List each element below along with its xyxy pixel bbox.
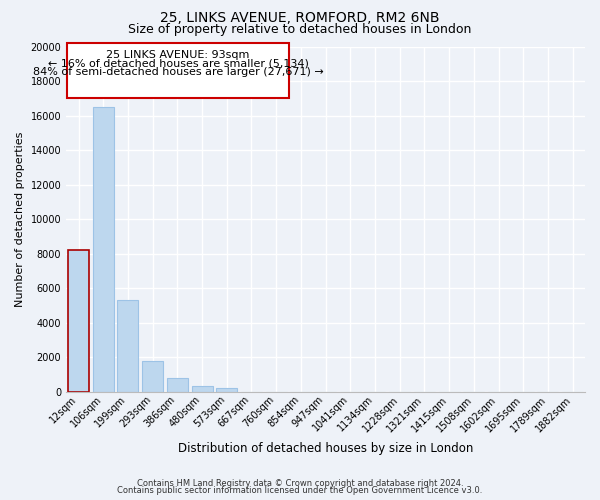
Bar: [118, 300, 139, 392]
Text: Contains HM Land Registry data © Crown copyright and database right 2024.: Contains HM Land Registry data © Crown c…: [137, 478, 463, 488]
Bar: [142, 362, 163, 392]
Bar: [167, 378, 188, 392]
Bar: [216, 388, 237, 392]
Bar: [68, 250, 89, 392]
Bar: [93, 107, 114, 392]
Text: Contains public sector information licensed under the Open Government Licence v3: Contains public sector information licen…: [118, 486, 482, 495]
Text: 25, LINKS AVENUE, ROMFORD, RM2 6NB: 25, LINKS AVENUE, ROMFORD, RM2 6NB: [160, 11, 440, 25]
Text: 84% of semi-detached houses are larger (27,671) →: 84% of semi-detached houses are larger (…: [32, 67, 323, 77]
Bar: [67, 43, 289, 98]
Text: Size of property relative to detached houses in London: Size of property relative to detached ho…: [128, 22, 472, 36]
Text: ← 16% of detached houses are smaller (5,134): ← 16% of detached houses are smaller (5,…: [47, 58, 308, 68]
Text: 25 LINKS AVENUE: 93sqm: 25 LINKS AVENUE: 93sqm: [106, 50, 250, 60]
Y-axis label: Number of detached properties: Number of detached properties: [15, 132, 25, 307]
X-axis label: Distribution of detached houses by size in London: Distribution of detached houses by size …: [178, 442, 473, 455]
Bar: [191, 386, 212, 392]
